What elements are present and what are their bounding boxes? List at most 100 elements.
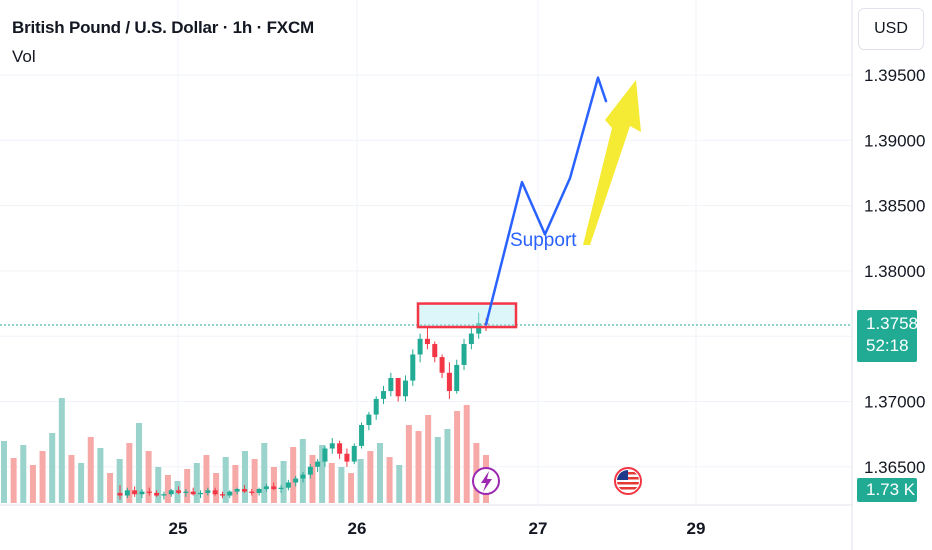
volume-bar [97,448,104,503]
volume-bar [444,429,451,503]
current-price-value: 1.37586 [866,314,928,333]
volume-bar [10,458,17,503]
volume-bar [20,445,27,503]
candle-body [168,490,174,495]
volume-bar [49,433,56,503]
symbol-title[interactable]: British Pound / U.S. Dollar · 1h · FXCM [12,18,314,37]
price-tick-label: 1.36500 [864,458,925,477]
volume-bar [107,473,114,503]
current-price-badge: 1.37586 52:18 [857,310,928,362]
time-tick-label: 29 [687,519,706,538]
candle-body [227,491,233,496]
candle-body [468,333,474,345]
resistance-box [416,302,518,329]
volume-bar [126,443,133,503]
volume-bar [338,467,345,503]
volume-bar [184,469,191,503]
candle-body [410,354,416,381]
volume-bar [203,455,210,503]
price-tick-label: 1.39500 [864,66,925,85]
candle-body [132,490,138,495]
candle-body [249,491,255,493]
volume-bar [425,415,432,503]
candle-body [183,491,189,493]
candle-body [329,443,335,449]
candle-body [139,491,145,495]
volume-bar [39,451,46,503]
lightning-icon[interactable] [472,467,500,495]
price-axis: 1.39500 1.39000 1.38500 1.38000 1.37000 1.365… [864,66,925,477]
volume-bar [58,398,65,503]
candle-body [241,489,247,492]
volume-bar [405,425,412,503]
candle-body [124,490,130,496]
candle-body [146,491,152,493]
candle-body [300,474,306,479]
volume-bar [1,441,7,503]
candle-body [424,338,430,345]
candle-body [388,377,394,392]
volume-bar [319,445,326,503]
grid-lines [0,0,853,550]
volume-bar [135,423,142,503]
candle-body [476,323,482,334]
candle-body [395,377,401,397]
candle-body [461,344,467,365]
candle-body [359,425,365,446]
candle-body [366,414,372,426]
volume-bar [242,451,248,503]
us-flag-icon[interactable] [614,467,642,495]
volume-bar [68,455,75,503]
candle-body [154,492,160,496]
volume-bar [454,411,461,503]
candle-body [381,391,387,399]
candle-body [293,478,299,483]
time-tick-label: 26 [348,519,367,538]
candle-body [454,364,460,392]
volume-indicator-label[interactable]: Vol [12,47,36,66]
price-tick-label: 1.39000 [864,131,925,150]
candle-body [278,487,284,490]
candle-body [234,489,240,492]
candle-body [351,445,357,462]
volume-bars [1,398,489,503]
volume-bar [193,463,200,503]
candle-body [117,492,123,496]
candle-body [344,453,350,462]
candle-body [307,466,313,475]
candle-body [402,380,408,397]
volume-bar [309,455,316,503]
candle-body [439,357,445,373]
currency-button[interactable]: USD [858,8,924,50]
volume-bar [357,459,364,503]
volume-bar [280,461,287,503]
volume-bar [290,447,297,503]
price-tick-label: 1.38000 [864,262,925,281]
volume-bar [386,457,393,503]
candle-body [176,490,182,493]
candle-body [219,494,225,496]
volume-bar [348,473,355,503]
candle-body [432,344,438,358]
candle-body [285,482,291,488]
volume-bar [328,463,335,503]
time-axis: 25 26 27 29 [169,519,706,538]
support-label: Support [510,230,577,251]
volume-bar [463,405,470,503]
candle-body [271,486,277,490]
time-tick-label: 27 [529,519,548,538]
volume-bar [434,437,441,503]
volume-bar [29,465,36,503]
price-tick-label: 1.38500 [864,197,925,216]
candle-body [212,490,218,495]
candle-body [263,486,269,490]
candle-body [337,443,343,454]
volume-bar [78,463,85,503]
volume-badge: 1.73 K [857,478,917,502]
volume-bar [232,465,239,503]
candle-body [446,372,452,392]
volume-bar [415,431,422,503]
volume-bar [213,473,220,503]
volume-bar [155,467,162,503]
